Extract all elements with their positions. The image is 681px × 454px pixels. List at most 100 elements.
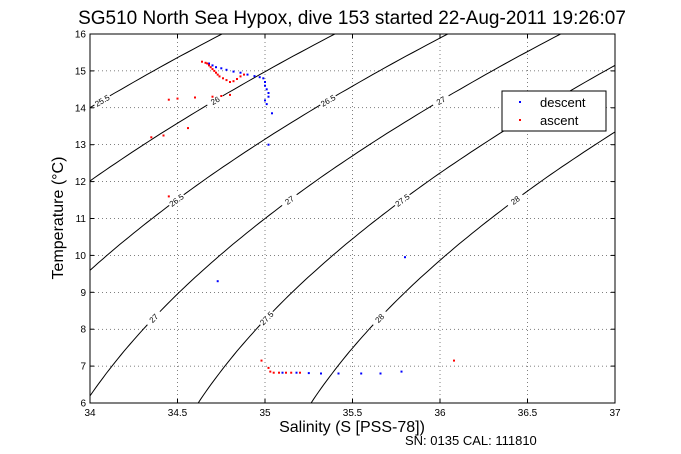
legend-marker-ascent — [519, 119, 521, 121]
y-axis-label: Temperature (°C) — [50, 157, 67, 280]
calibration-footer: SN: 0135 CAL: 111810 — [405, 433, 537, 448]
ascent-point — [453, 359, 455, 362]
ascent-point — [220, 95, 223, 97]
ascent-point — [194, 96, 196, 99]
ascent-point — [204, 61, 207, 64]
y-tick-label: 16 — [75, 30, 87, 41]
descent-point — [295, 371, 298, 374]
y-tick-label: 7 — [80, 362, 86, 373]
y-tick-label: 15 — [75, 66, 87, 77]
x-tick-label: 36 — [434, 408, 446, 419]
isopycnal-label-bg — [504, 190, 526, 210]
legend-marker-descent — [519, 101, 521, 103]
isopycnal-label-bg — [166, 190, 187, 210]
ascent-point — [229, 93, 231, 96]
ascent-point — [222, 77, 224, 80]
descent-point — [265, 88, 268, 91]
descent-point — [216, 280, 219, 283]
descent-point — [208, 62, 210, 65]
ascent-point — [215, 71, 217, 74]
isopycnal-label-bg — [204, 91, 226, 110]
ascent-point — [272, 371, 275, 374]
ascent-point — [290, 371, 293, 374]
y-tick-label: 12 — [75, 177, 87, 188]
ascent-point — [285, 371, 287, 374]
ascent-point — [211, 95, 214, 98]
ascent-point — [278, 371, 280, 374]
y-tick-label: 9 — [80, 288, 86, 299]
isopycnal-label-bg — [256, 308, 277, 329]
descent-point — [265, 103, 268, 106]
descent-point — [232, 70, 235, 73]
y-tick-label: 10 — [75, 251, 87, 262]
descent-point — [337, 372, 340, 375]
descent-point — [307, 372, 310, 375]
ascent-point — [211, 68, 214, 71]
ascent-point — [176, 97, 179, 100]
descent-point — [253, 75, 256, 78]
ascent-point — [208, 64, 210, 67]
descent-point — [271, 112, 273, 115]
ascent-point — [167, 195, 170, 198]
isopycnal-label-bg — [91, 91, 113, 110]
descent-point — [225, 68, 228, 71]
descent-point — [281, 371, 284, 374]
ascent-point — [236, 78, 238, 80]
ascent-point — [216, 73, 219, 76]
isopycnal-label-bg — [143, 308, 164, 329]
x-tick-label: 35.5 — [343, 408, 363, 419]
descent-point — [264, 99, 266, 102]
ascent-point — [201, 60, 203, 63]
y-tick-label: 6 — [80, 399, 86, 410]
isopycnal-label: 27.5 — [258, 309, 276, 327]
isopycnal-label-bg — [392, 190, 413, 210]
y-tick-label: 13 — [75, 140, 87, 151]
descent-point — [262, 77, 265, 80]
isopycnal-label-bg — [430, 91, 452, 110]
ascent-point — [269, 370, 272, 373]
descent-point — [258, 76, 261, 79]
ascent-point — [267, 366, 270, 369]
legend-label-descent: descent — [540, 95, 586, 110]
ascent-point — [206, 62, 209, 65]
y-tick-label: 8 — [80, 325, 86, 336]
x-tick-label: 36.5 — [518, 408, 538, 419]
isopycnal-label-bg — [369, 308, 390, 329]
y-tick-label: 11 — [76, 214, 87, 225]
x-tick-label: 34 — [84, 408, 96, 419]
ascent-point — [239, 75, 242, 78]
x-tick-label: 37 — [609, 408, 621, 419]
descent-point — [360, 372, 363, 375]
isopycnal-line — [90, 34, 562, 397]
x-tick-label: 34.5 — [168, 408, 188, 419]
descent-point — [320, 372, 322, 375]
x-axis-label: Salinity (S [PSS-78]) — [279, 419, 425, 436]
ascent-point — [167, 98, 170, 101]
ascent-point — [218, 75, 221, 78]
isopycnal-label-bg — [317, 91, 339, 110]
legend: descent ascent — [501, 90, 607, 132]
ascent-point — [162, 134, 165, 137]
ascent-point — [225, 79, 228, 82]
ascent-point — [209, 66, 212, 69]
descent-point — [264, 81, 266, 83]
ascent-point — [232, 80, 235, 83]
x-tick-label: 35 — [259, 408, 271, 419]
legend-box — [501, 90, 607, 132]
descent-point — [267, 143, 270, 146]
isopycnal-line — [310, 131, 615, 403]
descent-point — [400, 370, 403, 373]
ascent-point — [187, 127, 189, 130]
descent-point — [264, 84, 266, 87]
isopycnal-label-bg — [279, 190, 300, 210]
descent-point — [379, 372, 382, 375]
descent-point — [267, 95, 270, 98]
ascent-point — [299, 371, 301, 374]
ascent-point — [213, 69, 216, 72]
descent-point — [239, 71, 242, 74]
descent-point — [211, 64, 214, 67]
chart-title: SG510 North Sea Hypox, dive 153 started … — [78, 8, 626, 29]
axis-ticks: 34 34.5 35 35.5 36 36.5 37 6 7 8 9 10 11 12 13 14 15 16 — [75, 30, 621, 420]
ascent-point — [260, 359, 263, 362]
